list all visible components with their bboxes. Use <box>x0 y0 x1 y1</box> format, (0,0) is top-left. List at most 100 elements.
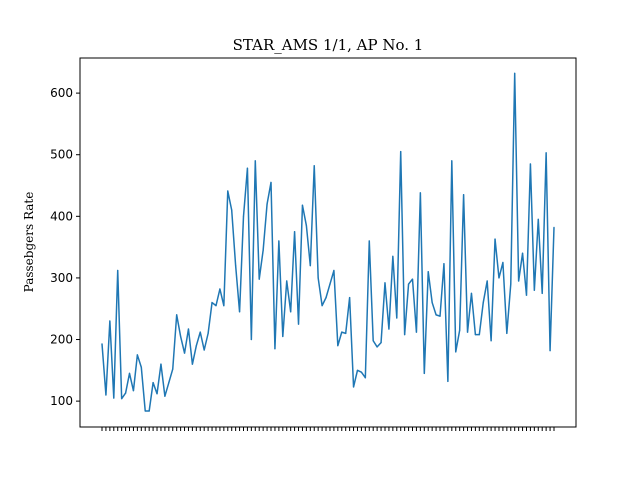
data-point <box>498 277 500 279</box>
y-tick-label: 200 <box>50 333 73 347</box>
series-line <box>101 72 555 412</box>
data-point <box>529 163 532 165</box>
data-point <box>490 340 492 342</box>
data-point <box>553 226 555 229</box>
data-point <box>466 331 469 333</box>
data-point <box>545 152 547 154</box>
data-point <box>321 305 323 307</box>
data-point <box>176 314 178 316</box>
data-point <box>160 363 162 365</box>
data-point <box>207 332 209 334</box>
data-point <box>254 160 256 162</box>
data-point <box>301 204 304 206</box>
data-point <box>486 280 488 282</box>
data-point <box>238 311 241 313</box>
data-point <box>270 181 272 184</box>
y-axis-ticks: 100 200 300 400 500 600 <box>50 86 80 408</box>
data-point <box>152 382 154 384</box>
data-point <box>140 366 142 368</box>
data-point <box>274 348 276 350</box>
data-point <box>502 261 504 264</box>
data-point <box>352 386 355 388</box>
data-point <box>164 395 166 397</box>
data-point <box>113 397 115 399</box>
data-point <box>376 346 378 348</box>
series-layer <box>101 72 555 412</box>
data-point <box>109 320 111 322</box>
data-point <box>372 340 374 342</box>
data-point <box>510 283 512 285</box>
data-point <box>482 301 484 304</box>
data-point <box>474 333 476 336</box>
data-point <box>293 231 296 233</box>
data-point <box>144 410 146 412</box>
data-point <box>380 342 382 344</box>
y-tick-label: 300 <box>50 271 73 285</box>
data-point <box>286 280 288 282</box>
data-point <box>333 269 335 272</box>
data-point <box>290 311 292 313</box>
data-point <box>215 305 217 307</box>
data-point <box>305 224 307 227</box>
data-point <box>506 332 508 334</box>
data-point <box>470 292 473 294</box>
data-point <box>128 372 131 375</box>
data-point <box>494 238 496 240</box>
data-point <box>168 382 170 384</box>
data-point <box>431 301 433 304</box>
data-point <box>101 343 103 345</box>
data-point <box>447 380 449 383</box>
data-point <box>203 349 205 351</box>
data-point <box>219 288 221 290</box>
data-point <box>518 280 520 282</box>
data-point <box>459 329 461 331</box>
data-point <box>199 331 201 333</box>
data-point <box>187 328 190 330</box>
data-point <box>180 335 182 338</box>
data-point <box>246 167 249 169</box>
data-point <box>250 338 252 341</box>
data-point <box>223 305 225 307</box>
data-point <box>227 190 229 192</box>
data-point <box>124 392 127 394</box>
data-point <box>313 165 315 167</box>
data-point <box>191 363 193 365</box>
data-point <box>427 271 429 273</box>
data-point <box>443 263 445 265</box>
data-point <box>521 252 524 254</box>
data-point <box>514 72 516 75</box>
x-axis-ticks <box>101 427 555 431</box>
data-point <box>537 218 539 220</box>
y-tick-label: 600 <box>50 86 73 100</box>
data-point <box>132 390 135 392</box>
plot-frame <box>79 57 577 428</box>
data-point <box>105 394 107 396</box>
data-point <box>121 398 123 400</box>
data-point <box>463 194 465 196</box>
data-point <box>183 352 186 354</box>
data-point <box>282 335 284 338</box>
data-point <box>388 328 390 330</box>
data-point <box>258 278 260 280</box>
data-point <box>439 315 441 317</box>
data-point <box>136 354 138 356</box>
y-tick-label: 500 <box>50 148 73 162</box>
data-point <box>419 192 421 194</box>
data-point <box>404 333 406 336</box>
data-point <box>533 289 535 291</box>
data-point <box>451 160 453 162</box>
data-point <box>541 292 543 294</box>
data-point <box>368 240 370 242</box>
data-point <box>231 209 233 211</box>
data-point <box>341 331 343 333</box>
data-point <box>262 249 264 251</box>
data-point <box>235 265 237 267</box>
y-tick-label: 100 <box>50 394 73 408</box>
data-point <box>400 151 402 153</box>
data-point <box>360 371 363 373</box>
data-point <box>349 297 351 299</box>
y-tick-label: 400 <box>50 209 73 223</box>
data-point <box>266 203 268 205</box>
data-point <box>278 240 280 242</box>
